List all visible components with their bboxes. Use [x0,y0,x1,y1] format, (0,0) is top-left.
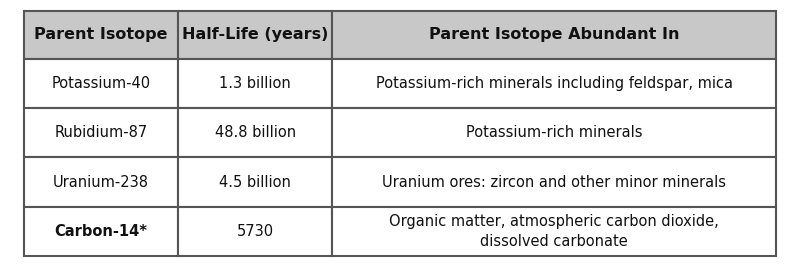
Bar [24,158,178,207]
Bar [178,108,332,158]
Bar [178,58,332,108]
Bar [24,108,178,158]
Bar [332,158,776,207]
Bar [24,11,178,58]
Bar [332,58,776,108]
Bar [178,11,332,58]
Bar [332,11,776,58]
Bar [332,108,776,158]
Text: Half-Life (years): Half-Life (years) [182,27,329,42]
Text: Carbon-14*: Carbon-14* [54,224,147,239]
Bar [332,207,776,256]
Bar [24,207,178,256]
Bar [178,158,332,207]
Text: Organic matter, atmospheric carbon dioxide,
dissolved carbonate: Organic matter, atmospheric carbon dioxi… [390,214,719,249]
Text: 48.8 billion: 48.8 billion [214,125,296,140]
Text: Uranium-238: Uranium-238 [53,175,149,190]
Text: Parent Isotope: Parent Isotope [34,27,168,42]
Text: Uranium ores: zircon and other minor minerals: Uranium ores: zircon and other minor min… [382,175,726,190]
Bar [24,58,178,108]
Text: Parent Isotope Abundant In: Parent Isotope Abundant In [429,27,679,42]
Text: Rubidium-87: Rubidium-87 [54,125,148,140]
Text: Potassium-rich minerals including feldspar, mica: Potassium-rich minerals including feldsp… [376,76,733,91]
Text: 5730: 5730 [237,224,274,239]
Text: Potassium-rich minerals: Potassium-rich minerals [466,125,642,140]
Text: 1.3 billion: 1.3 billion [219,76,291,91]
Text: Potassium-40: Potassium-40 [51,76,150,91]
Bar [178,207,332,256]
Text: 4.5 billion: 4.5 billion [219,175,291,190]
